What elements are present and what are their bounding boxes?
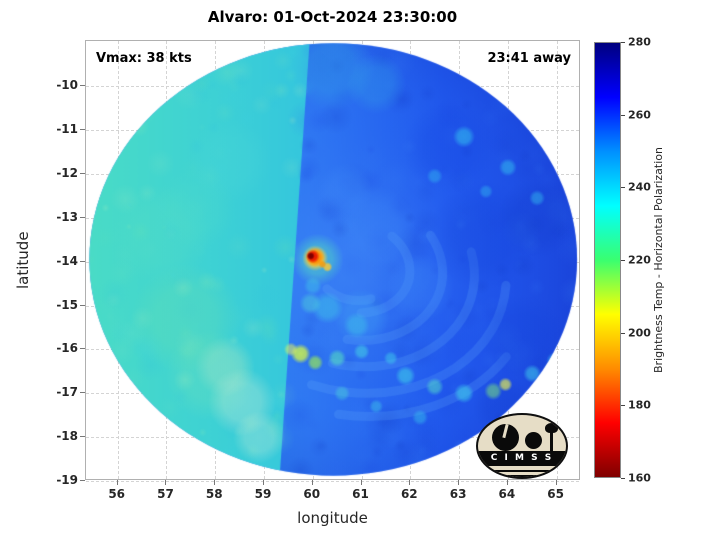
y-tick-mark bbox=[80, 392, 85, 394]
y-tick-mark bbox=[80, 436, 85, 438]
water-tower-leg-icon bbox=[550, 431, 553, 451]
y-tick-label: -18 bbox=[56, 429, 78, 444]
x-tick-label: 56 bbox=[108, 487, 126, 501]
x-tick-mark bbox=[311, 480, 313, 485]
x-tick-mark bbox=[506, 480, 508, 485]
x-tick-label: 65 bbox=[547, 487, 564, 501]
colorbar-tick-mark bbox=[621, 478, 625, 479]
observatory-dome-small-icon bbox=[525, 432, 542, 449]
x-tick-label: 58 bbox=[205, 487, 223, 501]
y-tick-label: -15 bbox=[56, 297, 78, 312]
colorbar-label: Brightness Temp - Horizontal Polarizatio… bbox=[652, 147, 665, 373]
y-tick-mark bbox=[80, 172, 85, 174]
x-tick-mark bbox=[263, 480, 264, 485]
x-tick-mark bbox=[165, 480, 167, 485]
y-tick-label: -14 bbox=[56, 253, 78, 268]
x-tick-label: 59 bbox=[254, 487, 272, 501]
y-tick-mark bbox=[80, 260, 85, 262]
x-tick-mark bbox=[458, 480, 460, 485]
logo-line bbox=[490, 470, 554, 472]
colorbar-tick-label: 240 bbox=[628, 180, 651, 194]
time-away-annotation: 23:41 away bbox=[487, 51, 571, 66]
grid-line-horizontal bbox=[86, 481, 579, 482]
y-tick-label: -16 bbox=[56, 341, 78, 356]
colorbar-tick-label: 220 bbox=[628, 253, 651, 267]
x-tick-mark bbox=[409, 480, 411, 485]
x-tick-mark bbox=[360, 480, 362, 485]
x-tick-label: 60 bbox=[303, 487, 321, 501]
cimss-logo: C I M S S bbox=[476, 413, 568, 479]
y-tick-mark bbox=[80, 480, 85, 481]
vmax-annotation: Vmax: 38 kts bbox=[96, 51, 192, 66]
x-tick-mark bbox=[555, 480, 557, 485]
colorbar-tick-mark bbox=[621, 114, 625, 116]
colorbar-tick-mark bbox=[621, 332, 625, 334]
colorbar-tick-mark bbox=[621, 187, 625, 189]
y-axis-label: latitude bbox=[14, 231, 32, 289]
y-tick-mark bbox=[80, 348, 85, 350]
y-tick-mark bbox=[80, 216, 85, 218]
x-tick-label: 62 bbox=[400, 487, 418, 501]
y-tick-mark bbox=[80, 129, 85, 131]
y-tick-label: -10 bbox=[56, 78, 78, 93]
brightness-temp-image bbox=[86, 41, 581, 481]
water-tower-icon bbox=[545, 423, 558, 433]
colorbar-tick-label: 160 bbox=[628, 471, 651, 485]
y-tick-label: -17 bbox=[56, 385, 78, 400]
y-tick-label: -19 bbox=[56, 473, 78, 487]
y-tick-mark bbox=[80, 304, 85, 306]
x-tick-mark bbox=[214, 480, 216, 485]
y-tick-label: -13 bbox=[56, 209, 78, 224]
y-tick-mark bbox=[80, 85, 85, 87]
colorbar-tick-label: 280 bbox=[628, 35, 651, 49]
logo-line bbox=[500, 475, 544, 477]
y-tick-label: -11 bbox=[56, 122, 78, 137]
x-tick-label: 57 bbox=[157, 487, 174, 501]
colorbar-tick-mark bbox=[621, 260, 625, 261]
cimss-logo-text: C I M S S bbox=[478, 451, 566, 466]
y-tick-label: -12 bbox=[56, 165, 78, 180]
colorbar-tick-mark bbox=[621, 42, 625, 43]
plot-area: Vmax: 38 kts 23:41 away C I M S S bbox=[85, 40, 581, 482]
x-axis-label: longitude bbox=[297, 509, 368, 527]
colorbar-tick-label: 260 bbox=[628, 108, 651, 122]
colorbar-tick-label: 180 bbox=[628, 398, 651, 412]
x-tick-label: 64 bbox=[498, 487, 516, 501]
colorbar bbox=[594, 42, 621, 478]
colorbar-tick-label: 200 bbox=[628, 326, 651, 340]
colorbar-tick-mark bbox=[621, 405, 625, 407]
plot-title: Alvaro: 01-Oct-2024 23:30:00 bbox=[207, 8, 458, 26]
x-tick-mark bbox=[116, 480, 118, 485]
x-tick-label: 61 bbox=[352, 487, 369, 501]
x-tick-label: 63 bbox=[449, 487, 467, 501]
